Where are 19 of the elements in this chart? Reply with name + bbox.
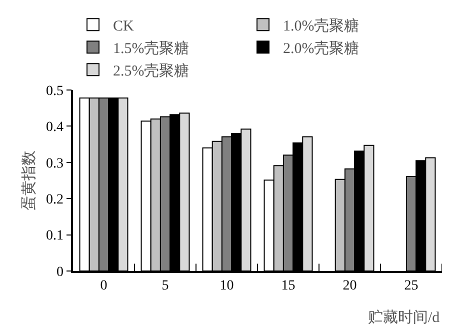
legend-label: 2.0%壳聚糖 <box>283 40 360 57</box>
legend-label: CK <box>113 18 134 34</box>
legend-label: 2.5%壳聚糖 <box>113 62 190 80</box>
y-tick-label: 0 <box>56 264 64 280</box>
y-tick-label: 0.1 <box>46 228 64 244</box>
x-tick-label: 10 <box>220 278 234 294</box>
x-tick-label: 25 <box>404 278 418 294</box>
x-tick-label: 15 <box>281 278 296 294</box>
y-tick-label: 0.5 <box>46 84 64 99</box>
y-tick-label: 0.4 <box>46 120 64 136</box>
x-tick-label: 20 <box>342 278 357 294</box>
x-tick-label: 5 <box>162 278 169 294</box>
y-tick-label: 0.3 <box>46 156 64 172</box>
y-tick-label: 0.2 <box>46 192 64 208</box>
y-axis-title: 蛋黄指数 <box>20 150 38 210</box>
x-axis-title: 贮藏时间/d <box>368 309 440 326</box>
x-tick-label: 0 <box>100 278 108 294</box>
legend-label: 1.5%壳聚糖 <box>113 40 190 57</box>
legend-label: 1.0%壳聚糖 <box>283 17 360 34</box>
